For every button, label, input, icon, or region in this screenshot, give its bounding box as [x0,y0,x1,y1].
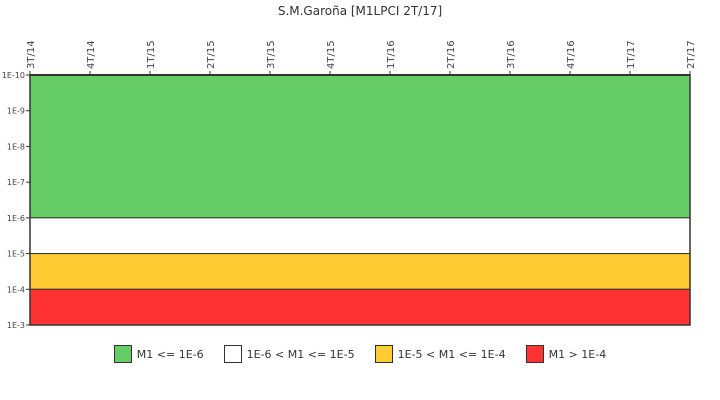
x-tick-label: 3T/16 [506,40,517,69]
x-tick-label: 1T/15 [146,40,157,69]
x-tick-label: 3T/15 [266,40,277,69]
y-tick-label: 1E-9 [7,107,25,116]
x-tick-label: 2T/17 [686,40,697,69]
x-tick-label: 1T/16 [386,40,397,69]
band-2 [29,253,691,290]
legend-item-red: M1 > 1E-4 [525,345,607,363]
y-tick-label: 1E-5 [7,250,25,259]
x-axis: 3T/14 4T/14 1T/15 2T/15 3T/15 4T/15 1T/16 2T/16… [26,40,697,75]
legend-label: M1 <= 1E-6 [136,347,204,361]
band-3 [29,288,691,326]
x-tick-label: 4T/15 [326,40,337,69]
x-tick-label: 4T/16 [566,40,577,69]
legend-label: 1E-5 < M1 <= 1E-4 [397,347,506,361]
x-tick-label: 2T/15 [206,40,217,69]
legend-swatch-red [525,345,544,363]
y-tick-label: 1E-6 [7,214,25,223]
y-tick-label: 1E-10 [2,71,25,80]
y-tick-label: 1E-3 [7,321,25,330]
legend-label: 1E-6 < M1 <= 1E-5 [246,347,355,361]
chart-plot: 3T/14 4T/14 1T/15 2T/15 3T/15 4T/15 1T/16 2T/16… [2,40,697,330]
x-tick-label: 3T/14 [26,40,37,69]
x-tick-label: 2T/16 [446,40,457,69]
y-tick-label: 1E-7 [7,178,25,187]
x-tick-label: 1T/17 [626,40,637,69]
band-1 [29,217,691,255]
legend: M1 <= 1E-6 1E-6 < M1 <= 1E-5 1E-5 < M1 <… [0,345,720,363]
band-0 [29,74,691,219]
legend-item-yellow: 1E-5 < M1 <= 1E-4 [374,345,506,363]
legend-label: M1 > 1E-4 [548,347,607,361]
y-tick-label: 1E-4 [7,285,25,294]
threshold-bands [29,74,691,326]
x-tick-label: 4T/14 [86,40,97,69]
legend-swatch-green [113,345,132,363]
y-axis: 1E-10 1E-9 1E-8 1E-7 1E-6 1E-5 1E-4 1E-3 [2,71,30,330]
legend-swatch-white [223,345,242,363]
legend-item-green: M1 <= 1E-6 [113,345,204,363]
chart-title: S.M.Garoña [M1LPCI 2T/17] [277,4,443,18]
y-tick-label: 1E-8 [7,142,25,151]
legend-swatch-yellow [374,345,393,363]
legend-item-white: 1E-6 < M1 <= 1E-5 [223,345,355,363]
